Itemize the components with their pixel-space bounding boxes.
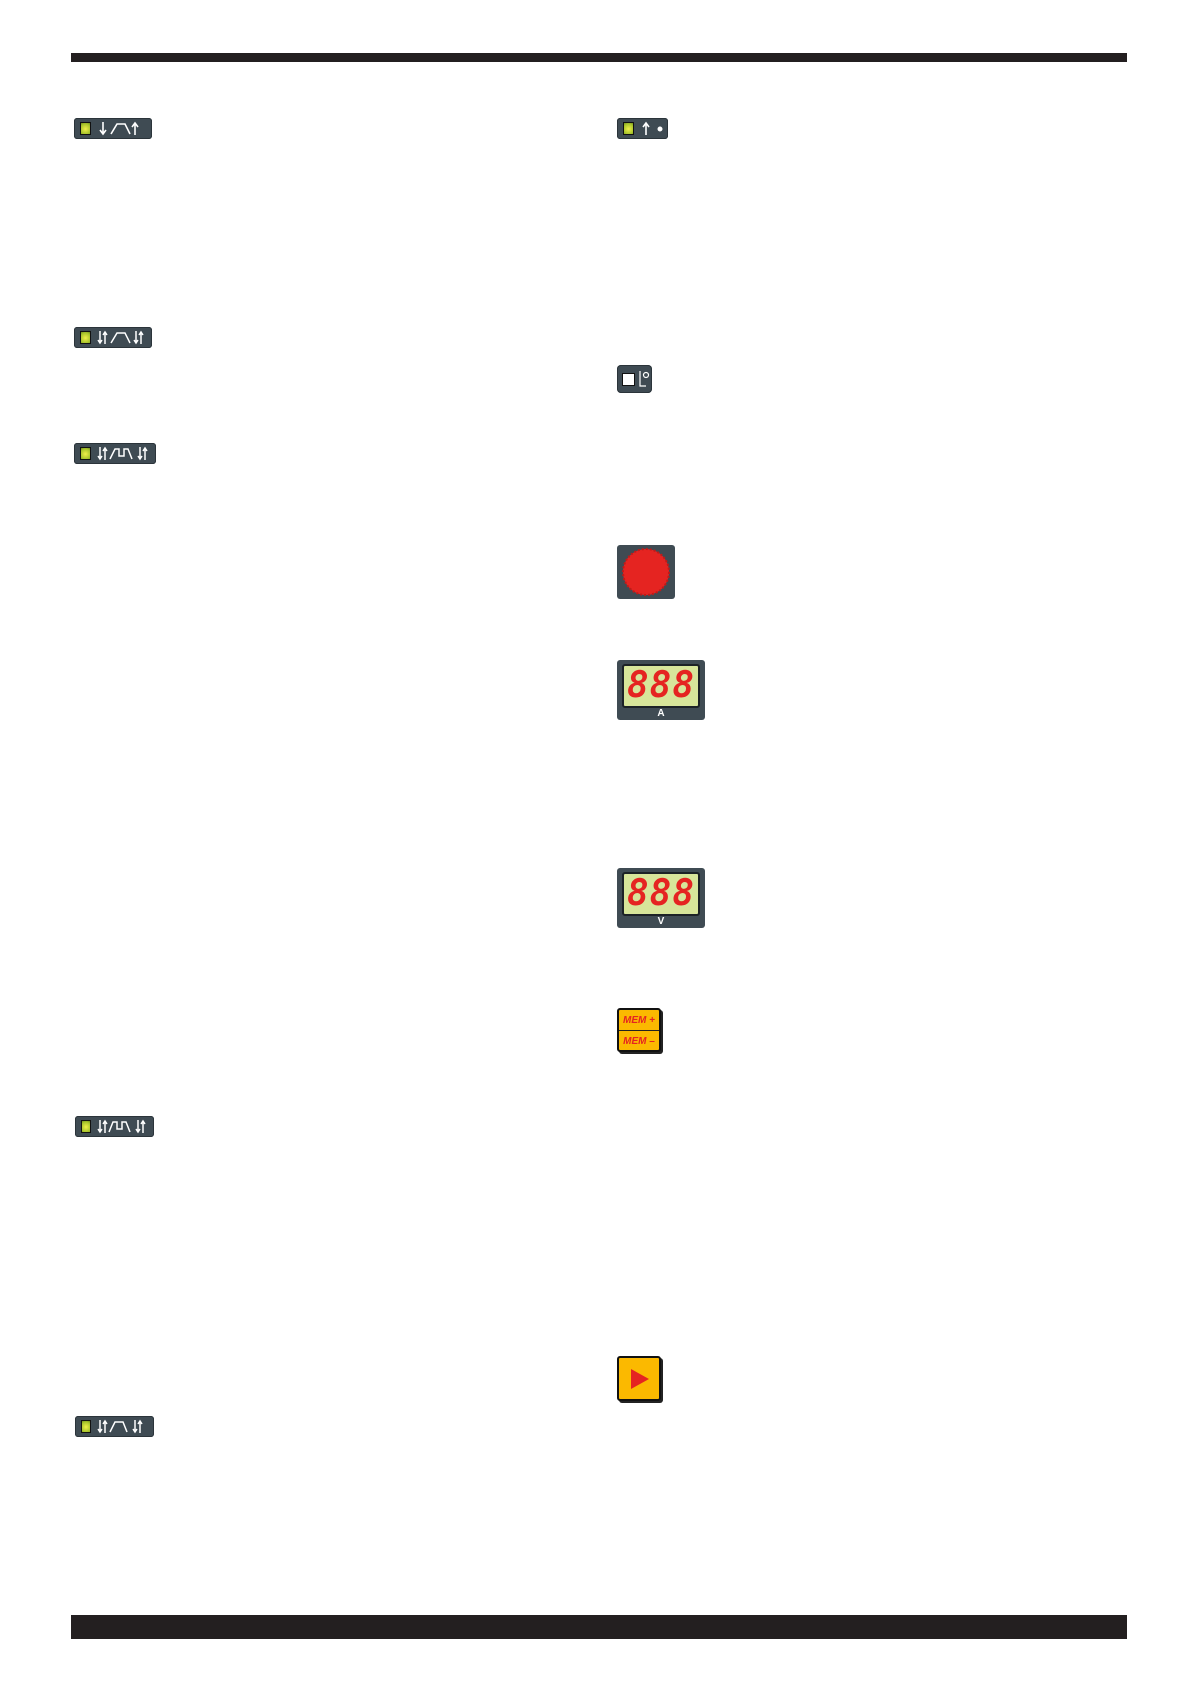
bilevel-pulse-mode-icon <box>75 1116 154 1137</box>
square-indicator <box>622 372 635 386</box>
led-indicator <box>623 122 634 135</box>
4-stroke-mode-icon <box>74 327 152 348</box>
updown-ramp-updown-symbol <box>97 1419 144 1434</box>
mem-minus-label[interactable]: MEM – <box>623 1035 655 1047</box>
bilevel-mode-icon <box>74 443 156 464</box>
up-dot-symbol <box>641 121 663 135</box>
updown-bilevel-updown-symbol <box>97 446 148 461</box>
current-display: 888 A <box>617 660 705 720</box>
led-indicator <box>81 1420 92 1433</box>
led-indicator <box>81 1120 92 1133</box>
led-indicator <box>80 331 91 344</box>
gas-cylinder-icon <box>639 371 650 387</box>
current-unit-label: A <box>657 708 665 719</box>
footer-rule <box>71 1615 1127 1639</box>
led-indicator <box>80 122 91 135</box>
header-rule <box>71 53 1127 62</box>
led-indicator <box>80 447 91 460</box>
play-button[interactable] <box>617 1356 661 1401</box>
voltage-unit-label: V <box>657 916 665 927</box>
updown-ramp-updown-symbol <box>96 330 144 345</box>
voltage-display: 888 V <box>617 868 705 928</box>
2-stroke-mode-icon <box>74 118 152 139</box>
encoder-knob[interactable] <box>617 545 675 599</box>
updown-bilevel-updown-symbol <box>97 1119 147 1134</box>
down-ramp-up-symbol <box>99 121 139 136</box>
mem-plus-label[interactable]: MEM + <box>619 1010 659 1031</box>
voltage-digits: 888 <box>626 873 696 914</box>
spot-mode-icon <box>617 118 668 139</box>
gas-test-button[interactable] <box>617 365 652 393</box>
play-icon <box>631 1368 649 1389</box>
current-digits: 888 <box>626 665 696 706</box>
memory-button[interactable]: MEM + MEM – <box>617 1008 661 1052</box>
knob-icon <box>622 548 670 596</box>
4-stroke-alt-mode-icon <box>75 1416 154 1437</box>
